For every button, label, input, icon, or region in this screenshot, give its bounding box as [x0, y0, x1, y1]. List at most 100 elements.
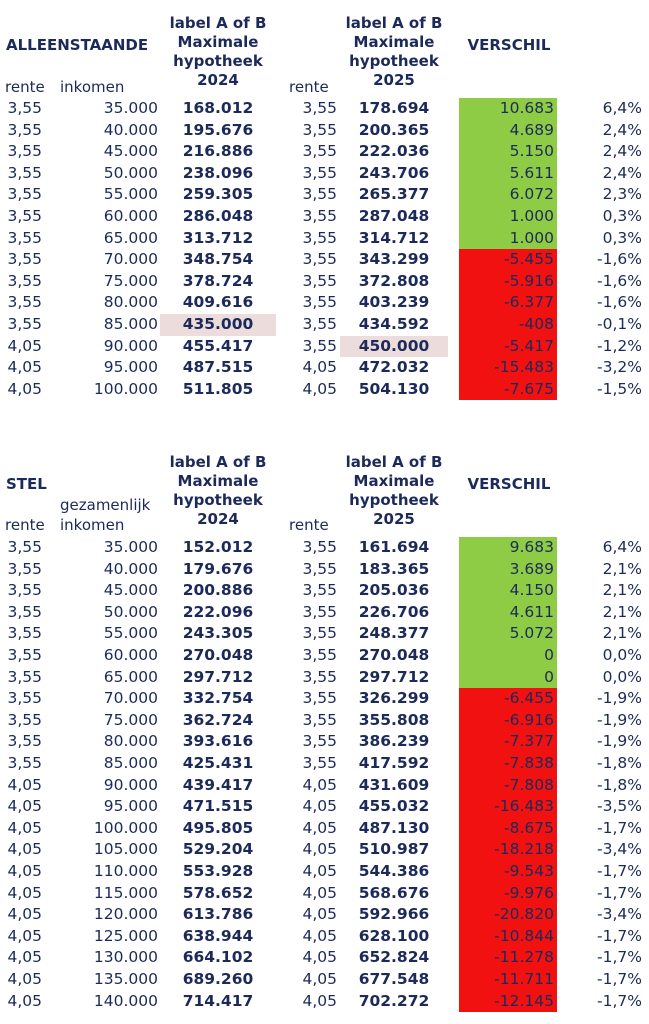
header-year: 2024: [197, 510, 239, 528]
hypotheek-2025-cell: 544.386: [358, 862, 430, 880]
hypotheek-2024-cell: 511.805: [182, 379, 254, 398]
hypotheek-2025-cell: 472.032: [358, 358, 430, 377]
table-row: 3,55 35.000 168.012 3,55 178.694 10.683 6,4%: [0, 98, 649, 120]
header-verschil: VERSCHIL: [467, 475, 551, 493]
table-row: 3,55 75.000 362.724 3,55 355.808 -6.916 -1,9%: [0, 709, 649, 732]
rente-2025-cell: 3,55: [302, 667, 337, 686]
rente-2025-cell: 3,55: [302, 250, 337, 269]
hypotheek-2024-cell: 487.515: [182, 358, 254, 377]
rente-cell: 3,55: [7, 754, 42, 772]
rente-2025-cell: 3,55: [302, 228, 337, 247]
section-stel: STEL gezamenlijk label A of B Maximale h…: [0, 440, 649, 1024]
header-verschil: VERSCHIL: [467, 36, 551, 54]
verschil-cell: -11.711: [459, 969, 557, 991]
hypotheek-2025-cell: 592.966: [358, 905, 430, 924]
table-row: 3,55 80.000 409.616 3,55 403.239 -6.377 -1,6%: [0, 292, 649, 314]
hypotheek-2025-cell: 178.694: [358, 99, 430, 117]
rente-2025-cell: 3,55: [302, 646, 337, 664]
col-rente2-label: rente: [289, 516, 329, 534]
hypotheek-2024-cell: 393.616: [182, 732, 254, 751]
verschil-cell: -5.916: [459, 270, 557, 293]
verschil-cell: -6.455: [459, 688, 557, 710]
section-title: STEL: [6, 475, 47, 493]
hypotheek-2025-cell: 504.130: [358, 379, 430, 398]
table-row: 3,55 60.000 286.048 3,55 287.048 1.000 0,3%: [0, 206, 649, 228]
rente-2025-cell: 3,55: [302, 689, 337, 708]
rente-cell: 3,55: [7, 163, 42, 182]
percentage-cell: -1,6%: [597, 271, 642, 290]
percentage-cell: 6,4%: [602, 99, 642, 117]
inkomen-cell: 65.000: [103, 228, 158, 247]
header-line: label A of B: [169, 453, 267, 471]
verschil-cell: -18.218: [459, 839, 557, 861]
col-rente2-label: rente: [289, 78, 329, 96]
rente-2025-cell: 3,55: [302, 271, 337, 290]
hypotheek-2025-cell: 270.048: [358, 646, 430, 664]
table-row: 3,55 45.000 200.886 3,55 205.036 4.150 2,1%: [0, 580, 649, 602]
rente-2025-cell: 3,55: [302, 732, 337, 751]
rente-2025-cell: 4,05: [302, 862, 337, 880]
table-row: 3,55 50.000 238.096 3,55 243.706 5.611 2,4%: [0, 162, 649, 185]
rente-cell: 3,55: [7, 602, 42, 621]
table-row: 3,55 50.000 222.096 3,55 226.706 4.611 2,1%: [0, 601, 649, 624]
hypotheek-2025-cell: 326.299: [358, 689, 430, 708]
verschil-cell: -5.417: [459, 335, 557, 358]
percentage-cell: 0,0%: [602, 667, 642, 686]
rente-cell: 3,55: [7, 185, 42, 204]
table-row: 3,55 65.000 297.712 3,55 297.712 0 0,0%: [0, 666, 649, 689]
header-line: label A of B: [169, 14, 267, 32]
hypotheek-2024-cell: 378.724: [182, 271, 254, 290]
verschil-cell: -7.838: [459, 753, 557, 775]
rente-2025-cell: 4,05: [302, 905, 337, 924]
header-line: hypotheek: [173, 491, 263, 509]
verschil-cell: 6.072: [459, 184, 557, 206]
hypotheek-2025-cell: 455.032: [358, 797, 430, 816]
rente-cell: 3,55: [7, 250, 42, 269]
rente-2025-cell: 4,05: [302, 818, 337, 837]
percentage-cell: 2,3%: [602, 185, 642, 204]
table-row: 3,55 55.000 259.305 3,55 265.377 6.072 2,3%: [0, 184, 649, 206]
inkomen-cell: 120.000: [93, 905, 158, 924]
inkomen-cell: 40.000: [103, 559, 158, 578]
hypotheek-2024-cell: 425.431: [182, 754, 254, 772]
income-sublabel: gezamenlijk: [60, 496, 151, 514]
table-row: 3,55 60.000 270.048 3,55 270.048 0 0,0%: [0, 645, 649, 667]
inkomen-cell: 100.000: [93, 818, 158, 837]
header-year: 2025: [373, 71, 415, 89]
rente-cell: 3,55: [7, 667, 42, 686]
verschil-cell: 1.000: [459, 227, 557, 250]
rente-cell: 3,55: [7, 710, 42, 729]
verschil-cell: -5.455: [459, 249, 557, 271]
percentage-cell: -1,2%: [597, 336, 642, 355]
hypotheek-2025-cell: 431.609: [358, 775, 430, 794]
table-row: 3,55 40.000 179.676 3,55 183.365 3.689 2,1%: [0, 558, 649, 581]
rente-cell: 4,05: [7, 797, 42, 816]
section-alleenstaande: ALLEENSTAANDE label A of B Maximale hypo…: [0, 0, 649, 410]
hypotheek-2024-cell: 270.048: [182, 646, 254, 664]
verschil-cell: 1.000: [459, 206, 557, 228]
hypotheek-2024-cell: 495.805: [182, 818, 254, 837]
rente-cell: 3,55: [7, 646, 42, 664]
percentage-cell: -1,7%: [597, 948, 642, 967]
percentage-cell: -1,5%: [597, 379, 642, 398]
header-line: Maximale: [177, 33, 259, 51]
table-row: 4,05 105.000 529.204 4,05 510.987 -18.218 -3,4…: [0, 839, 649, 861]
percentage-cell: 2,1%: [602, 602, 642, 621]
verschil-cell: -7.808: [459, 774, 557, 797]
rente-2025-cell: 3,55: [302, 207, 337, 225]
percentage-cell: -3,5%: [597, 797, 642, 816]
hypotheek-2025-cell: 265.377: [358, 185, 430, 204]
rente-cell: 3,55: [7, 142, 42, 161]
percentage-cell: 2,1%: [602, 559, 642, 578]
header-line: label A of B: [345, 453, 443, 471]
rente-cell: 3,55: [7, 689, 42, 708]
table-row: 4,05 90.000 439.417 4,05 431.609 -7.808 -1,8%: [0, 774, 649, 797]
verschil-cell: -7.675: [459, 378, 557, 401]
table-row: 4,05 115.000 578.652 4,05 568.676 -9.976 -1,7%: [0, 882, 649, 905]
verschil-cell: 0: [459, 666, 557, 689]
table-row: 3,55 35.000 152.012 3,55 161.694 9.683 6,4%: [0, 537, 649, 559]
inkomen-cell: 140.000: [93, 991, 158, 1010]
hypotheek-2025-cell: 200.365: [358, 120, 430, 139]
verschil-cell: 10.683: [459, 98, 557, 120]
inkomen-cell: 45.000: [103, 581, 158, 600]
